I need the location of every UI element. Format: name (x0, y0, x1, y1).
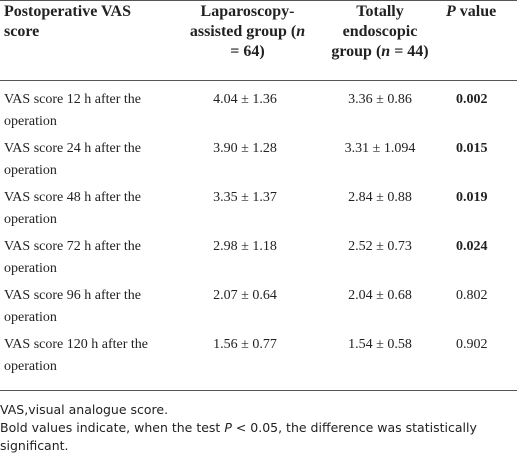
footnote-text: < 0.05, the difference was statistically… (0, 420, 477, 453)
row-label: VAS score 72 h after the operation (4, 239, 141, 276)
cell: 0.015 (456, 141, 488, 156)
cell: 3.90 ± 1.28 (213, 141, 277, 156)
header-text: = 64) (230, 43, 265, 60)
footnote-text: Bold values indicate, when the test (0, 420, 225, 435)
footnote: Bold values indicate, when the test P < … (0, 419, 517, 455)
header-text: value (455, 3, 497, 20)
cell: 1.56 ± 0.77 (213, 337, 277, 352)
cell: 2.04 ± 0.68 (348, 288, 412, 303)
row-label: VAS score 48 h after the operation (4, 190, 141, 227)
cell: 0.019 (456, 190, 488, 205)
cell: 3.36 ± 0.86 (348, 92, 412, 107)
cell: 0.024 (456, 239, 488, 254)
header-cell: P value (446, 2, 516, 22)
cell: 1.54 ± 0.58 (348, 337, 412, 352)
cell: 0.802 (456, 288, 488, 303)
cell: 3.35 ± 1.37 (213, 190, 277, 205)
rule (0, 390, 517, 391)
cell: 0.902 (456, 337, 488, 352)
row-label: VAS score 96 h after the operation (4, 288, 141, 325)
header-text: Laparoscopy-assisted group ( (189, 3, 297, 40)
footnote: VAS,visual analogue score. (0, 401, 517, 419)
cell: 4.04 ± 1.36 (213, 92, 277, 107)
rule (0, 80, 517, 81)
cell: 2.07 ± 0.64 (213, 288, 277, 303)
cell: 2.84 ± 0.88 (348, 190, 412, 205)
cell: 3.31 ± 1.094 (344, 141, 416, 156)
header-text: P (446, 3, 456, 20)
footnote-text: P (224, 420, 232, 435)
row-label: VAS score 24 h after the operation (4, 141, 141, 178)
header-text: Totally endoscopic group ( (331, 3, 418, 60)
cell: 0.002 (456, 92, 488, 107)
header-text: n (296, 23, 306, 40)
row-label: VAS score 12 h after the operation (4, 92, 141, 129)
header-cell: Totally endoscopic group (n = 44) (325, 2, 435, 62)
header-text: n (381, 43, 391, 60)
row-label: VAS score 120 h after the operation (4, 337, 148, 374)
rule (0, 0, 517, 1)
header-cell: Postoperative VAS score (4, 2, 154, 42)
header-cell: Laparoscopy-assisted group (n = 64) (185, 2, 310, 62)
header-text: Postoperative VAS score (4, 3, 131, 40)
header-text: = 44) (390, 43, 429, 60)
cell: 2.52 ± 0.73 (348, 239, 412, 254)
cell: 2.98 ± 1.18 (213, 239, 277, 254)
footnote-text: VAS,visual analogue score. (0, 402, 169, 417)
